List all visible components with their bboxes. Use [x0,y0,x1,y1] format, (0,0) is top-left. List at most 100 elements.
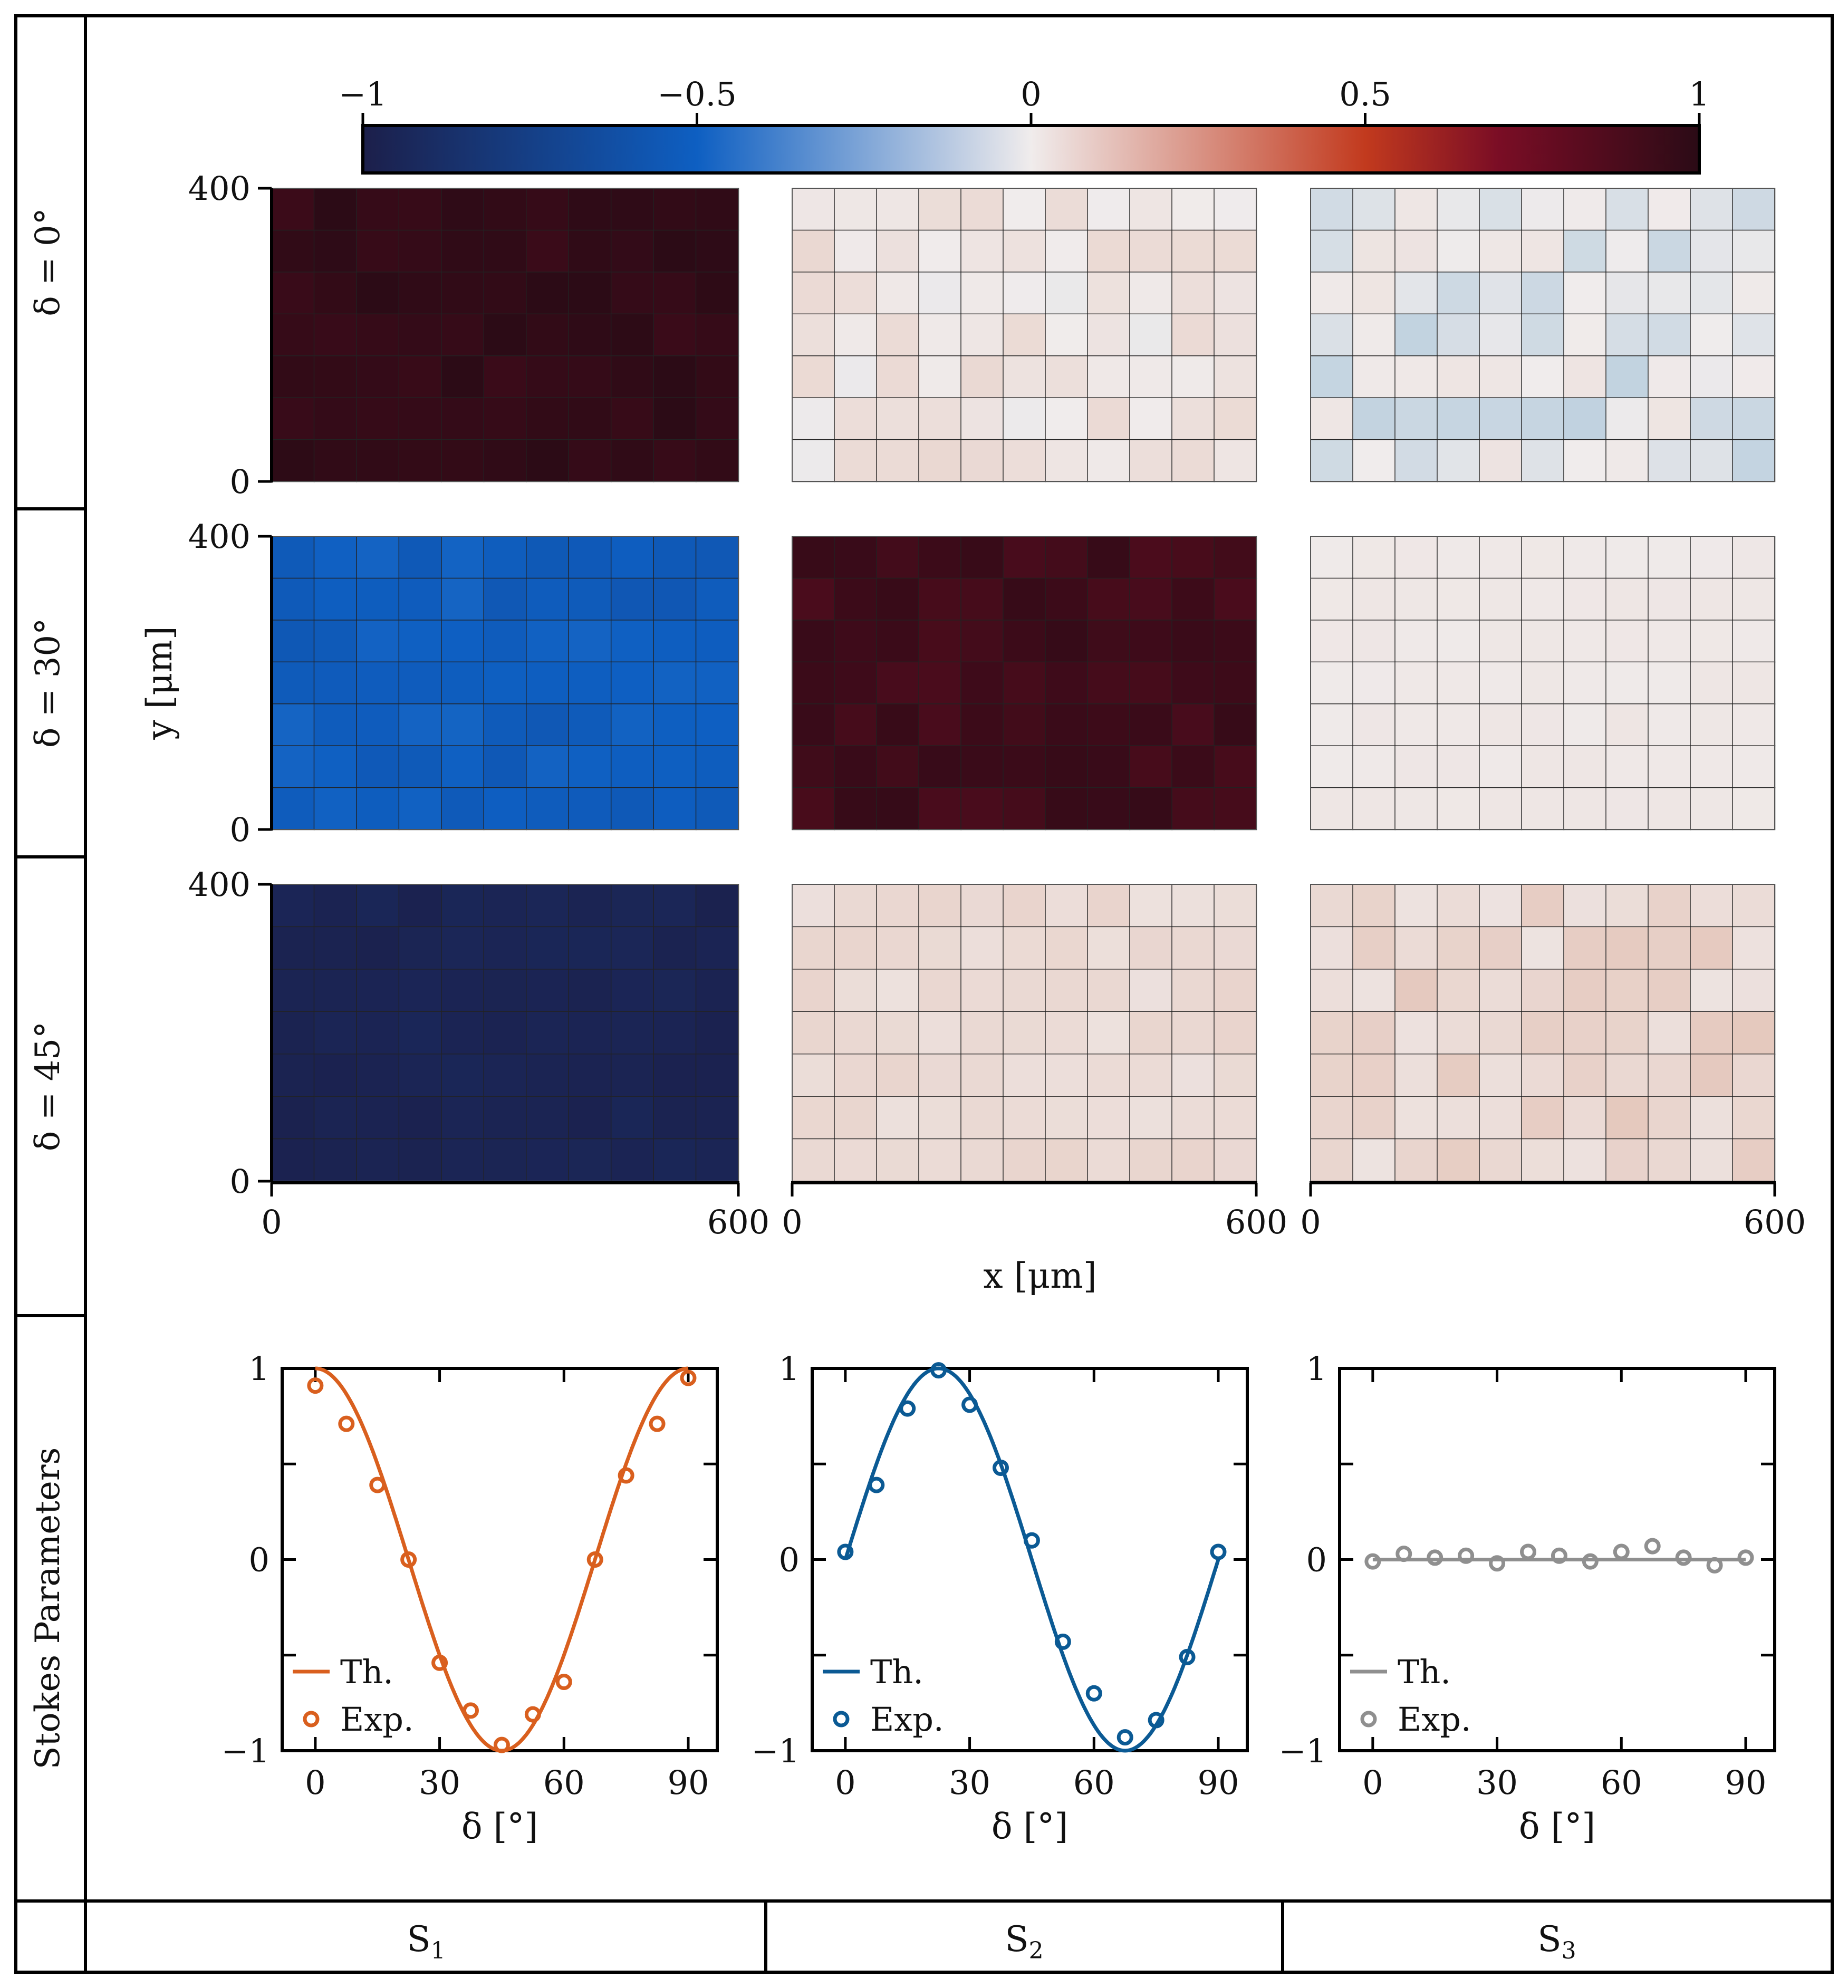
heatmap-cell [1394,787,1438,831]
heatmap-cell [1563,1011,1607,1055]
heatmap-cell [271,620,315,663]
heatmap-cell [1563,745,1607,788]
heatmap-cell [1437,272,1480,315]
heatmap-cell [1171,745,1215,788]
heatmap-cell [526,355,570,399]
heatmap-cell [1045,536,1089,579]
heatmap-cell [1171,884,1215,928]
heatmap-cell [834,1138,878,1182]
heatmap-cell [1437,1011,1480,1055]
heatmap-cell [398,397,442,440]
heatmap-cell [483,355,527,399]
heatmap-cell [1690,272,1734,315]
heatmap-cell [1648,1054,1691,1097]
x-tick-label: 90 [1198,1763,1239,1802]
heatmap-cell [1129,661,1173,705]
heatmap-cell [1045,926,1089,970]
heatmap-cell [792,272,835,315]
heatmap-cell [610,397,654,440]
heatmap-cell [1690,1054,1734,1097]
heatmap-cell [1171,703,1215,747]
heatmap-cell [441,787,485,831]
heatmap-cell [1045,884,1089,928]
heatmap-cell [695,787,739,831]
heatmap-cell [526,229,570,273]
heatmap-cell [834,926,878,970]
heatmap-cell [1171,787,1215,831]
heatmap-cell [1171,1011,1215,1055]
heatmap-cell [356,620,400,663]
heatmap-cell [1045,703,1089,747]
exp-point [400,1551,417,1568]
heatmap-cell [1003,272,1046,315]
heatmap-cell [1003,229,1046,273]
heatmap-cell [526,188,570,231]
heatmap-cell [610,745,654,788]
heatmap-cell [1352,703,1396,747]
heatmap-cell [568,272,612,315]
heatmap-cell [1605,787,1649,831]
exp-point [1210,1543,1227,1560]
heatmap-cell [1648,536,1691,579]
heatmap-cell [271,355,315,399]
heatmap-cell [1214,787,1257,831]
heatmap-cell [441,661,485,705]
heatmap-cell [1605,397,1649,440]
heatmap-cell [1563,313,1607,356]
x-tick-label: 90 [668,1763,709,1802]
exp-point [555,1674,572,1690]
row-label-stokes: Stokes Parameters [28,1447,68,1770]
heatmap-cell [610,1054,654,1097]
heatmap-cell [271,1096,315,1140]
heatmap-cell [398,355,442,399]
heatmap-cell [483,188,527,231]
heatmap-cell [1003,188,1046,231]
heatmap-cell [792,1138,835,1182]
heatmap-cell [653,745,697,788]
heatmap-cell [960,745,1004,788]
heatmap-cell [1437,439,1480,482]
row-label-1: δ = 30° [28,618,68,748]
heatmap-cell [526,745,570,788]
heatmap-panel [792,188,1257,482]
heatmap-cell [483,926,527,970]
heatmap-cell [876,745,920,788]
heatmap-cell [1521,884,1565,928]
heatmap-cell [695,884,739,928]
heatmap-cell [1437,536,1480,579]
heatmap-cell [1521,703,1565,747]
exp-point [1582,1553,1599,1570]
heatmap-cell [1690,577,1734,621]
maps-xlabel: x [μm] [983,1256,1096,1296]
heatmap-cell [568,577,612,621]
heatmap-cell [1605,884,1649,928]
column-label-s2: S2 [1005,1919,1043,1964]
heatmap-cell [1087,787,1131,831]
heatmap-cell [1171,620,1215,663]
heatmap-cell [653,661,697,705]
heatmap-cell [1690,1096,1734,1140]
heatmap-cell [876,969,920,1012]
heatmap-y-tick-label: 0 [230,1162,251,1201]
line-plot-2: 0 30 60 90 −1 0 1 δ [°] Th. Exp. [752,1349,1249,1847]
exp-point [1116,1729,1133,1746]
heatmap-cell [1352,661,1396,705]
heatmap-cell [1479,661,1523,705]
heatmap-cell [1648,229,1691,273]
heatmap-cell [1605,1054,1649,1097]
heatmap-cell [1479,272,1523,315]
heatmap-cell [792,884,835,928]
heatmap-cell [483,313,527,356]
heatmap-cell [1045,355,1089,399]
heatmap-cell [834,661,878,705]
heatmap-cell [398,1138,442,1182]
heatmap-cell [1003,926,1046,970]
heatmap-cell [653,1054,697,1097]
heatmap-cell [1648,355,1691,399]
heatmap-cell [653,439,697,482]
heatmap-cell [653,355,697,399]
line-plot-3: 0 30 60 90 −1 0 1 δ [°] Th. Exp. [1279,1349,1776,1847]
heatmap-cell [398,577,442,621]
heatmap-cell [918,969,962,1012]
heatmap-cell [1479,536,1523,579]
